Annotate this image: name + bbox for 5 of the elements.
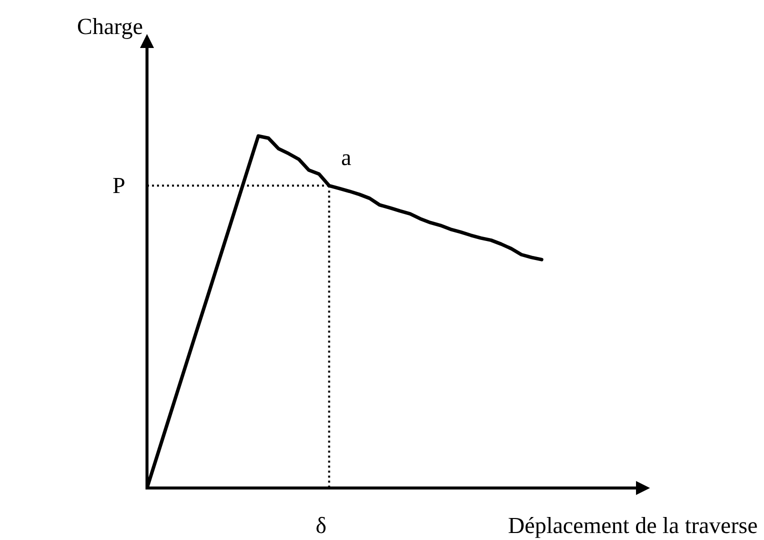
- ref-line-label: P: [112, 173, 126, 198]
- text: δ: [316, 512, 326, 538]
- x-axis-title: Déplacement de la traverse: [508, 512, 758, 538]
- y-axis-title: Charge: [77, 14, 144, 38]
- annotation: a: [341, 145, 352, 170]
